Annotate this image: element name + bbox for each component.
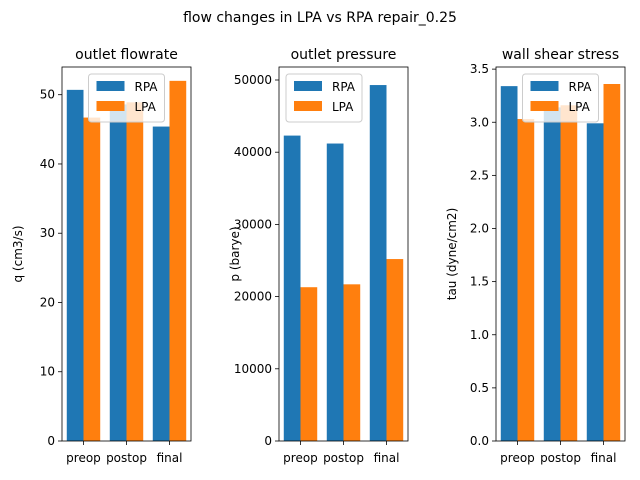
y-tick-label: 1.5 xyxy=(470,275,489,289)
legend: RPA LPA xyxy=(522,73,599,123)
y-tick-label: 50 xyxy=(40,88,55,102)
x-tick-label: postop xyxy=(106,451,147,465)
x-tick-label: postop xyxy=(540,451,581,465)
panel-title: wall shear stress xyxy=(502,47,619,63)
x-tick-label: preop xyxy=(66,451,101,465)
legend-swatch-rpa xyxy=(294,81,322,91)
bar-lpa-postop xyxy=(560,105,578,441)
legend-label-rpa: RPA xyxy=(135,80,159,94)
legend-swatch-lpa xyxy=(530,101,559,111)
y-tick-label: 0 xyxy=(47,434,55,448)
bar-lpa-final xyxy=(603,84,621,441)
y-tick-label: 0 xyxy=(264,434,272,448)
y-tick-label: 20000 xyxy=(234,290,272,304)
legend-swatch-lpa xyxy=(96,101,125,111)
y-tick-label: 3.0 xyxy=(470,115,489,129)
y-axis-label: q (cm3/s) xyxy=(11,225,25,282)
y-tick-label: 40000 xyxy=(234,145,272,159)
legend-swatch-lpa xyxy=(294,101,322,111)
y-tick-label: 40 xyxy=(40,157,55,171)
bar-rpa-preop xyxy=(500,86,518,442)
legend-swatch-rpa xyxy=(96,81,125,91)
y-tick-label: 10000 xyxy=(234,362,272,376)
panel-title: outlet flowrate xyxy=(75,47,178,63)
y-tick-label: 2.0 xyxy=(470,222,489,236)
bar-lpa-final xyxy=(169,80,187,441)
y-tick-label: 10 xyxy=(40,365,55,379)
bar-rpa-postop xyxy=(109,104,127,442)
x-tick-label: final xyxy=(374,451,400,465)
panel-title: outlet pressure xyxy=(291,47,397,63)
bar-rpa-preop xyxy=(66,89,84,442)
bar-lpa-postop xyxy=(343,284,361,441)
x-tick-label: postop xyxy=(323,451,364,465)
bar-rpa-final xyxy=(369,85,387,442)
bar-rpa-final xyxy=(152,126,170,441)
figure-suptitle: flow changes in LPA vs RPA repair_0.25 xyxy=(183,10,457,26)
bar-rpa-postop xyxy=(326,143,344,441)
legend-label-lpa: LPA xyxy=(135,100,157,114)
x-tick-label: preop xyxy=(283,451,318,465)
bar-lpa-final xyxy=(386,259,404,441)
legend: RPA LPA xyxy=(285,73,363,123)
y-axis-label: tau (dyne/cm2) xyxy=(445,208,459,301)
y-tick-label: 0.0 xyxy=(470,434,489,448)
panel-3: 0.0 0.5 1.0 1.5 2.0 2.5 3.0 3.5 preop postop final… xyxy=(445,47,626,465)
legend: RPA LPA xyxy=(88,73,165,123)
y-tick-label: 30 xyxy=(40,226,55,240)
bar-lpa-preop xyxy=(83,117,101,441)
panel-1: 0 10 20 30 40 50 preop postop final outlet flowra… xyxy=(11,47,192,465)
legend-label-lpa: LPA xyxy=(332,100,354,114)
y-tick-label: 2.5 xyxy=(470,168,489,182)
panel-2: 0 10000 20000 30000 40000 50000 preop postop fin… xyxy=(228,47,409,465)
bar-rpa-preop xyxy=(283,135,301,441)
legend-swatch-rpa xyxy=(530,81,559,91)
y-tick-label: 1.0 xyxy=(470,328,489,342)
bar-rpa-final xyxy=(586,123,604,441)
x-tick-label: final xyxy=(157,451,183,465)
bar-lpa-preop xyxy=(517,119,535,441)
bar-lpa-preop xyxy=(300,287,318,441)
legend-label-rpa: RPA xyxy=(332,80,356,94)
bar-rpa-postop xyxy=(543,107,561,442)
legend-label-lpa: LPA xyxy=(569,100,591,114)
y-tick-label: 3.5 xyxy=(470,62,489,76)
bar-lpa-postop xyxy=(126,102,144,441)
y-tick-label: 0.5 xyxy=(470,381,489,395)
y-tick-label: 50000 xyxy=(234,73,272,87)
x-tick-label: preop xyxy=(500,451,535,465)
y-tick-label: 30000 xyxy=(234,217,272,231)
y-tick-label: 20 xyxy=(40,295,55,309)
x-tick-label: final xyxy=(591,451,617,465)
legend-label-rpa: RPA xyxy=(569,80,593,94)
y-axis-label: p (barye) xyxy=(228,226,242,281)
